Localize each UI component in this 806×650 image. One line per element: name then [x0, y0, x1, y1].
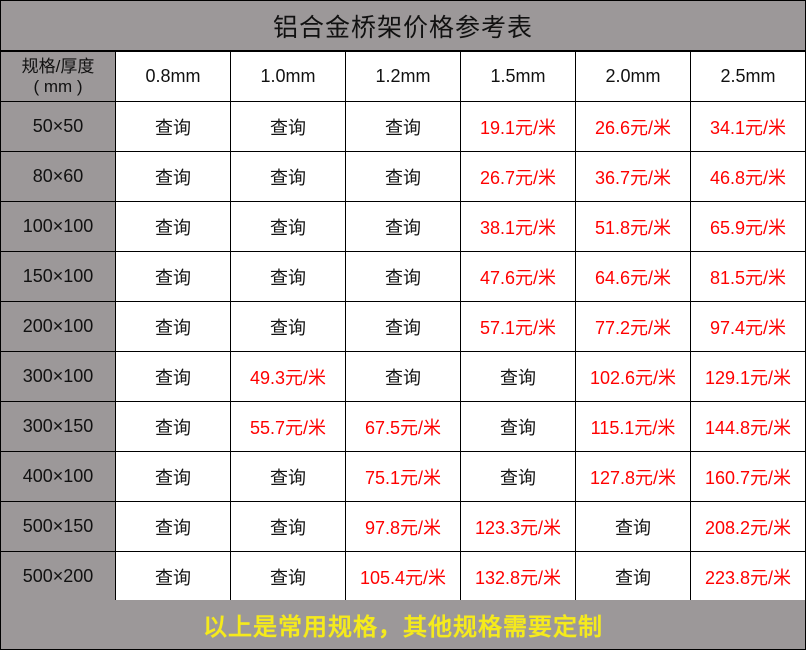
query-cell[interactable]: 查询	[115, 151, 231, 202]
footer-note: 以上是常用规格，其他规格需要定制	[1, 600, 805, 649]
thickness-header: 1.5mm	[460, 51, 576, 102]
price-cell: 65.9元/米	[690, 201, 806, 252]
query-cell[interactable]: 查询	[230, 151, 346, 202]
price-cell: 97.8元/米	[345, 501, 461, 552]
table-row: 100×100 查询 查询 查询 38.1元/米 51.8元/米 65.9元/米	[0, 201, 806, 252]
unit-header-label: ( mm )	[33, 76, 83, 96]
query-cell[interactable]: 查询	[230, 301, 346, 352]
query-cell[interactable]: 查询	[575, 501, 691, 552]
query-cell[interactable]: 查询	[115, 451, 231, 502]
query-cell[interactable]: 查询	[230, 101, 346, 152]
thickness-header: 2.5mm	[690, 51, 806, 102]
price-cell: 51.8元/米	[575, 201, 691, 252]
query-cell[interactable]: 查询	[345, 301, 461, 352]
query-cell[interactable]: 查询	[345, 351, 461, 402]
price-cell: 36.7元/米	[575, 151, 691, 202]
price-cell: 115.1元/米	[575, 401, 691, 452]
price-cell: 123.3元/米	[460, 501, 576, 552]
query-cell[interactable]: 查询	[115, 251, 231, 302]
price-cell: 208.2元/米	[690, 501, 806, 552]
price-cell: 132.8元/米	[460, 551, 576, 602]
price-cell: 144.8元/米	[690, 401, 806, 452]
query-cell[interactable]: 查询	[115, 301, 231, 352]
query-cell[interactable]: 查询	[345, 251, 461, 302]
spec-cell: 100×100	[0, 201, 116, 252]
price-cell: 223.8元/米	[690, 551, 806, 602]
spec-thickness-header: 规格/厚度 ( mm )	[0, 51, 116, 102]
table-row: 500×200 查询 查询 105.4元/米 132.8元/米 查询 223.8元/米	[0, 551, 806, 602]
price-cell: 81.5元/米	[690, 251, 806, 302]
price-cell: 55.7元/米	[230, 401, 346, 452]
header-row: 规格/厚度 ( mm ) 0.8mm 1.0mm 1.2mm 1.5mm 2.0mm 2.…	[0, 51, 806, 102]
table-row: 300×150 查询 55.7元/米 67.5元/米 查询 115.1元/米 144.8元/…	[0, 401, 806, 452]
query-cell[interactable]: 查询	[460, 351, 576, 402]
spec-cell: 300×150	[0, 401, 116, 452]
price-cell: 75.1元/米	[345, 451, 461, 502]
price-cell: 19.1元/米	[460, 101, 576, 152]
table-row: 200×100 查询 查询 查询 57.1元/米 77.2元/米 97.4元/米	[0, 301, 806, 352]
page-title: 铝合金桥架价格参考表	[1, 1, 805, 51]
price-cell: 26.7元/米	[460, 151, 576, 202]
price-cell: 97.4元/米	[690, 301, 806, 352]
spec-cell: 500×150	[0, 501, 116, 552]
price-cell: 77.2元/米	[575, 301, 691, 352]
table-row: 300×100 查询 49.3元/米 查询 查询 102.6元/米 129.1元/米	[0, 351, 806, 402]
spec-cell: 500×200	[0, 551, 116, 602]
query-cell[interactable]: 查询	[115, 501, 231, 552]
price-cell: 127.8元/米	[575, 451, 691, 502]
spec-header-label: 规格/厚度	[21, 56, 95, 76]
price-cell: 34.1元/米	[690, 101, 806, 152]
price-cell: 46.8元/米	[690, 151, 806, 202]
thickness-header: 0.8mm	[115, 51, 231, 102]
price-cell: 105.4元/米	[345, 551, 461, 602]
query-cell[interactable]: 查询	[460, 401, 576, 452]
price-cell: 38.1元/米	[460, 201, 576, 252]
spec-cell: 150×100	[0, 251, 116, 302]
query-cell[interactable]: 查询	[115, 201, 231, 252]
query-cell[interactable]: 查询	[460, 451, 576, 502]
query-cell[interactable]: 查询	[230, 201, 346, 252]
table-row: 80×60 查询 查询 查询 26.7元/米 36.7元/米 46.8元/米	[0, 151, 806, 202]
table-row: 150×100 查询 查询 查询 47.6元/米 64.6元/米 81.5元/米	[0, 251, 806, 302]
price-cell: 26.6元/米	[575, 101, 691, 152]
thickness-header: 2.0mm	[575, 51, 691, 102]
table-row: 500×150 查询 查询 97.8元/米 123.3元/米 查询 208.2元/米	[0, 501, 806, 552]
spec-cell: 50×50	[0, 101, 116, 152]
query-cell[interactable]: 查询	[115, 551, 231, 602]
thickness-header: 1.0mm	[230, 51, 346, 102]
table-row: 50×50 查询 查询 查询 19.1元/米 26.6元/米 34.1元/米	[0, 101, 806, 152]
price-cell: 67.5元/米	[345, 401, 461, 452]
price-cell: 129.1元/米	[690, 351, 806, 402]
price-cell: 64.6元/米	[575, 251, 691, 302]
query-cell[interactable]: 查询	[345, 201, 461, 252]
query-cell[interactable]: 查询	[575, 551, 691, 602]
price-cell: 160.7元/米	[690, 451, 806, 502]
query-cell[interactable]: 查询	[115, 401, 231, 452]
thickness-header: 1.2mm	[345, 51, 461, 102]
query-cell[interactable]: 查询	[230, 551, 346, 602]
price-cell: 57.1元/米	[460, 301, 576, 352]
query-cell[interactable]: 查询	[230, 501, 346, 552]
price-cell: 47.6元/米	[460, 251, 576, 302]
query-cell[interactable]: 查询	[345, 151, 461, 202]
spec-cell: 80×60	[0, 151, 116, 202]
price-cell: 49.3元/米	[230, 351, 346, 402]
query-cell[interactable]: 查询	[345, 101, 461, 152]
spec-cell: 400×100	[0, 451, 116, 502]
query-cell[interactable]: 查询	[230, 451, 346, 502]
table-row: 400×100 查询 查询 75.1元/米 查询 127.8元/米 160.7元/米	[0, 451, 806, 502]
spec-cell: 200×100	[0, 301, 116, 352]
spec-cell: 300×100	[0, 351, 116, 402]
query-cell[interactable]: 查询	[115, 351, 231, 402]
query-cell[interactable]: 查询	[115, 101, 231, 152]
price-table: 规格/厚度 ( mm ) 0.8mm 1.0mm 1.2mm 1.5mm 2.0mm 2.…	[0, 51, 806, 602]
price-cell: 102.6元/米	[575, 351, 691, 402]
query-cell[interactable]: 查询	[230, 251, 346, 302]
